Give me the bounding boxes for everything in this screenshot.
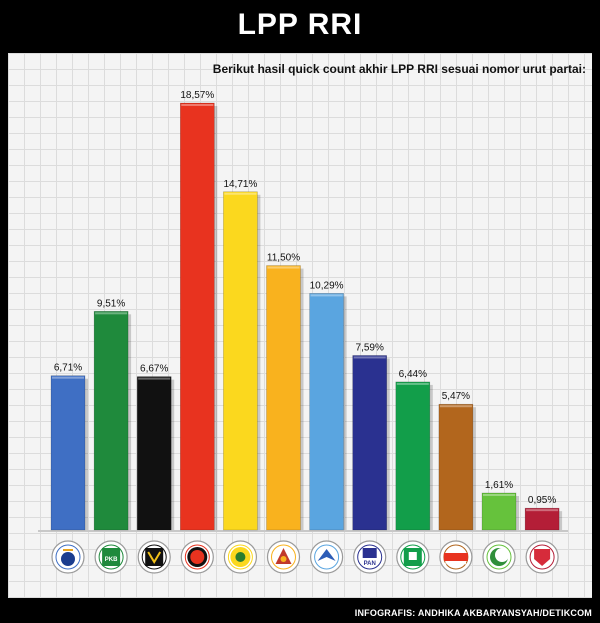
bar-2 [93,311,129,531]
value-label-12: 0,95% [528,495,556,506]
page-title: LPP RRI [237,8,363,41]
bar-highlight [224,192,257,195]
bar-8 [352,355,388,531]
value-label-1: 6,71% [54,363,82,374]
logo-text-10: HANURA [445,561,467,567]
baseline [38,530,568,532]
bar-highlight [439,405,472,408]
value-label-10: 5,47% [442,391,470,402]
value-label-8: 7,59% [356,342,384,353]
bar-highlight [396,382,429,385]
demokrat-logo-icon [310,540,344,574]
bar-highlight [95,312,128,315]
value-label-2: 9,51% [97,298,125,309]
bar-highlight [52,376,84,379]
value-label-11: 1,61% [485,480,513,491]
bar-7 [309,293,344,531]
bar-12 [524,507,560,531]
gerindra-logo-icon [266,540,301,574]
chart-subtitle: Berikut hasil quick count akhir LPP RRI … [212,62,586,76]
pkpi-logo-icon [525,540,559,574]
ppp-logo-icon [396,540,430,574]
pks-logo-icon [137,540,171,574]
bar-highlight [310,294,343,297]
bar-10 [438,403,474,531]
bar-highlight [483,493,515,496]
bar-6 [266,265,301,531]
bar-1 [50,375,86,531]
value-label-9: 6,44% [399,369,427,380]
bar-highlight [181,104,214,106]
bar-highlight [138,377,171,380]
bar-5 [223,191,258,531]
bar-9 [395,381,431,531]
pkb-logo-icon: PKB [94,540,128,574]
bar-highlight [353,356,386,359]
pan-logo-icon: PAN [353,540,387,574]
credit-line: INFOGRAFIS: ANDHIKA AKBARYANSYAH/DETIKCO… [354,608,592,618]
pdip-logo-icon [180,540,214,574]
bar-11 [481,492,517,531]
chart-panel: Berikut hasil quick count akhir LPP RRI … [8,53,592,598]
hanura-logo-icon: HANURA [439,540,473,574]
bar-4 [180,102,215,531]
golkar-logo-icon [223,540,257,574]
value-label-4: 18,57% [180,90,214,101]
logo-text-2: PKB [105,557,118,563]
value-label-5: 14,71% [223,179,257,190]
value-label-6: 11,50% [267,253,300,264]
nasdem-logo-icon [51,540,85,574]
bar-chart: 6,71% 9,51% PKB 6,67% 18,57% 14,71% 11,50% 10,2… [38,90,568,574]
pbb-logo-icon [482,540,516,574]
bar-3 [136,376,172,531]
value-label-3: 6,67% [140,364,168,375]
bar-highlight [526,509,559,512]
value-label-7: 10,29% [310,280,344,291]
logo-text-8: PAN [364,561,376,567]
bar-highlight [267,266,300,269]
